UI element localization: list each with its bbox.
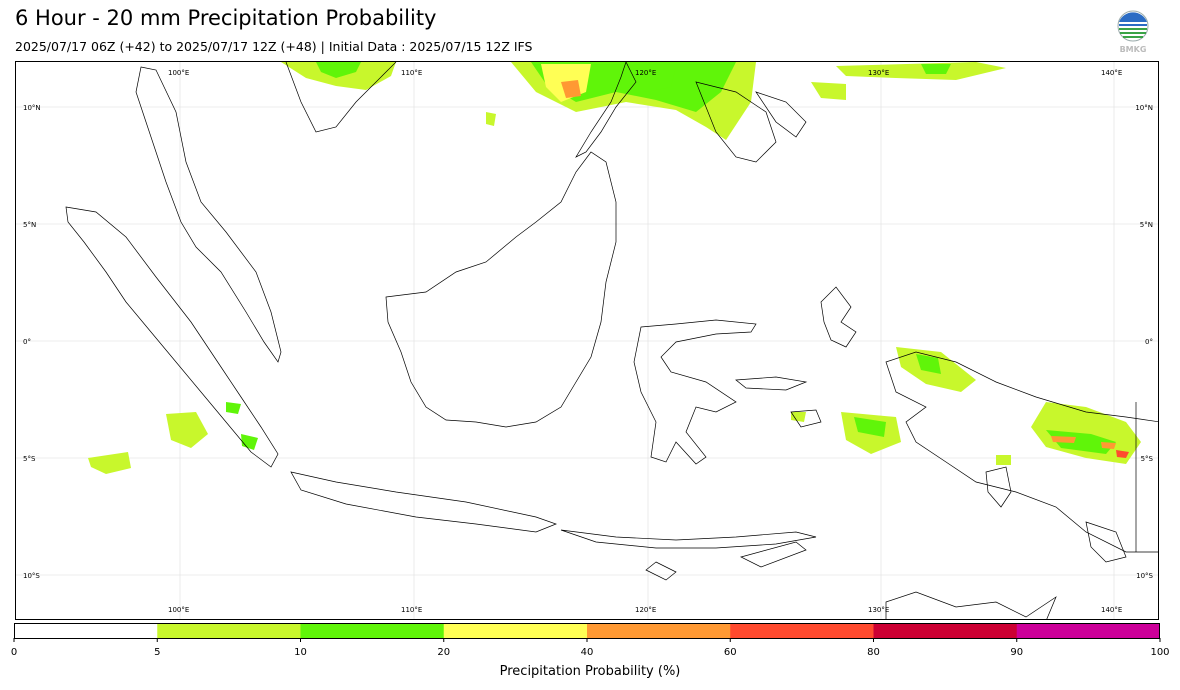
precip-area	[241, 434, 258, 450]
lat-label: 10°N	[1135, 104, 1153, 112]
lon-label: 110°E	[401, 69, 422, 77]
colorbar-tick-label: 80	[867, 647, 880, 658]
lon-label: 140°E	[1101, 69, 1122, 77]
lat-labels-right: 10°N 5°N 0° 5°S 10°S	[1135, 104, 1153, 580]
lat-label: 5°S	[1141, 455, 1154, 463]
precip-area	[226, 402, 241, 414]
precip-area	[1116, 450, 1129, 458]
lon-label: 100°E	[168, 69, 189, 77]
colorbar-ticks: 0 5 10 20 40 60 80 90 100	[11, 638, 1170, 658]
colorbar-label: Precipitation Probability (%)	[499, 664, 681, 679]
colorbar-tick-label: 0	[11, 647, 17, 658]
gridlines	[16, 62, 1158, 619]
colorbar-segment	[730, 623, 874, 639]
lon-label: 140°E	[1101, 606, 1122, 614]
page-subtitle: 2025/07/17 06Z (+42) to 2025/07/17 12Z (…	[15, 39, 533, 54]
precip-area	[1101, 442, 1116, 449]
lat-label: 5°S	[23, 455, 36, 463]
lon-label: 130°E	[868, 69, 889, 77]
colorbar-tick-label: 100	[1150, 647, 1169, 658]
lat-label: 5°N	[23, 221, 36, 229]
lon-label: 110°E	[401, 606, 422, 614]
colorbar-tick-label: 40	[581, 647, 594, 658]
colorbar-segment	[1016, 623, 1160, 639]
colorbar-segment	[587, 623, 731, 639]
logo-text: BMKG	[1120, 45, 1147, 54]
lat-label: 10°S	[23, 572, 40, 580]
lon-label: 120°E	[635, 69, 656, 77]
lon-label: 100°E	[168, 606, 189, 614]
precip-area	[811, 82, 846, 100]
precip-area	[88, 452, 131, 474]
precip-area	[166, 412, 208, 448]
precip-area	[486, 112, 496, 126]
precip-area	[854, 417, 886, 437]
lon-labels-top: 100°E 110°E 120°E 130°E 140°E	[168, 69, 1122, 77]
precip-area	[1051, 436, 1076, 443]
precip-area	[316, 62, 361, 78]
lat-label: 0°	[23, 338, 31, 346]
colorbar-segment	[873, 623, 1018, 639]
precip-area	[561, 80, 581, 98]
precip-area	[996, 455, 1011, 465]
lat-label: 5°N	[1140, 221, 1153, 229]
lat-label: 0°	[1145, 338, 1153, 346]
lon-labels-bottom: 100°E 110°E 120°E 130°E 140°E	[168, 606, 1122, 614]
map-panel: 100°E 110°E 120°E 130°E 140°E 100°E 110°…	[15, 61, 1159, 620]
page-title: 6 Hour - 20 mm Precipitation Probability	[15, 6, 437, 30]
precip-areas	[88, 62, 1141, 474]
lat-labels-left: 10°N 5°N 0° 5°S 10°S	[23, 104, 41, 580]
precip-area	[836, 62, 1006, 80]
coastlines	[65, 62, 1158, 619]
colorbar-segment	[443, 623, 588, 639]
lat-label: 10°S	[1136, 572, 1153, 580]
precip-area	[791, 412, 806, 422]
colorbar-tick-label: 60	[724, 647, 737, 658]
lon-label: 130°E	[868, 606, 889, 614]
precip-area	[916, 354, 941, 374]
colorbar-tick-label: 90	[1010, 647, 1023, 658]
colorbar-tick-label: 5	[154, 647, 160, 658]
lon-label: 120°E	[635, 606, 656, 614]
precip-area	[1046, 430, 1116, 454]
lat-label: 10°N	[23, 104, 41, 112]
precip-area	[921, 64, 951, 74]
map-svg: 100°E 110°E 120°E 130°E 140°E 100°E 110°…	[16, 62, 1158, 619]
colorbar-segment	[14, 623, 158, 639]
colorbar-tick-label: 20	[437, 647, 450, 658]
colorbar-segment	[300, 623, 445, 639]
colorbar	[14, 623, 1160, 639]
precip-area	[631, 67, 676, 92]
colorbar-tick-label: 10	[294, 647, 307, 658]
bmkg-logo: BMKG	[1114, 10, 1152, 54]
colorbar-segment	[157, 623, 301, 639]
